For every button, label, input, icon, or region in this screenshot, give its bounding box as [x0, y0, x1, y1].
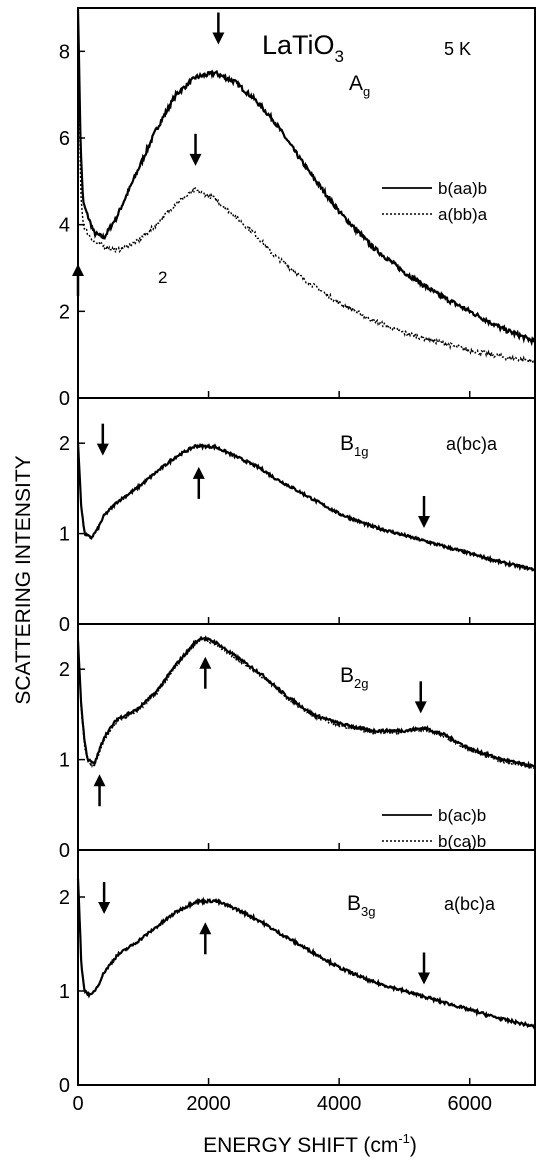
- panel-symbol-B1g: B1g: [340, 432, 368, 459]
- panel-annotation-Ag: 2: [158, 268, 167, 287]
- panel-symbol-Ag: Ag: [349, 72, 370, 99]
- panel-symbol-main: A: [349, 72, 363, 95]
- arrow-down-Ag: [189, 133, 202, 166]
- series-line-Ag-1: [77, 7, 535, 365]
- arrow-up-Ag: [72, 264, 84, 296]
- panel-B1g: 0 1 2 B1g a(bc)a: [59, 397, 536, 636]
- series-line-B2g-0: [76, 635, 536, 770]
- panel-symbol-sub: 1g: [354, 444, 368, 459]
- legend-label-Ag: a(bb)a: [438, 205, 488, 224]
- y-tick-label-B3g: 0: [59, 1075, 70, 1097]
- panel-symbol-B3g: B3g: [347, 892, 375, 919]
- panel-symbol-main: B: [340, 432, 354, 455]
- x-tick-label: 6000: [447, 1093, 492, 1115]
- panel-symbol-sub: 2g: [354, 676, 368, 691]
- panel-geometry-B1g: a(bc)a: [446, 434, 498, 454]
- arrow-down-B2g: [414, 681, 427, 714]
- y-tick-label-Ag: 6: [59, 128, 70, 150]
- arrow-head: [98, 902, 111, 914]
- panel-symbol-sub: g: [363, 84, 370, 99]
- arrow-head: [199, 922, 212, 935]
- arrow-head: [199, 656, 212, 669]
- panel-Ag: 0 2 4 6 8 Ag 2 b(aa)b a(bb)a: [59, 7, 536, 410]
- series-line-B2g-1: [77, 637, 536, 771]
- panel-frame-B3g: [77, 849, 536, 1086]
- arrow-up-B3g: [199, 922, 212, 955]
- series-line-B3g-0: [76, 878, 536, 1030]
- y-tick-label-B1g: 2: [59, 433, 70, 455]
- y-tick-label-B2g: 0: [59, 840, 70, 862]
- arrow-down-B1g: [418, 496, 431, 528]
- legend-label-Ag: b(aa)b: [438, 179, 487, 198]
- arrow-up-B2g: [199, 656, 212, 689]
- y-tick-label-Ag: 4: [59, 215, 70, 237]
- arrow-down-B1g: [96, 423, 109, 456]
- x-axis-title-main: ENERGY SHIFT (cm: [203, 1134, 398, 1157]
- arrow-head: [96, 443, 109, 456]
- legend-label-B2g: b(ca)b: [438, 832, 486, 851]
- y-tick-label-B3g: 1: [59, 981, 70, 1003]
- panel-frame-Ag: [77, 7, 536, 399]
- y-tick-label-B3g: 2: [59, 887, 70, 909]
- x-tick-label: 2000: [186, 1093, 231, 1115]
- y-tick-label-Ag: 2: [59, 301, 70, 323]
- arrow-down-B3g: [418, 952, 431, 985]
- arrow-head: [72, 264, 84, 276]
- panel-symbol-B2g: B2g: [340, 664, 368, 691]
- x-axis-title: ENERGY SHIFT (cm-1): [203, 1131, 417, 1157]
- arrow-head: [414, 701, 427, 714]
- y-tick-label-Ag: 0: [59, 388, 70, 410]
- temperature-label: 5 K: [444, 39, 471, 59]
- arrow-head: [189, 153, 202, 166]
- panel-B3g: 0 1 2 B3g a(bc)a: [59, 849, 536, 1097]
- chart-title-main: LaTiO: [262, 30, 335, 60]
- panel-B2g: 0 1 2 B2g b(ac)b b(ca)b: [59, 623, 536, 862]
- y-tick-label-B2g: 1: [59, 750, 70, 772]
- legend-label-B2g: b(ac)b: [438, 806, 486, 825]
- y-axis-title: SCATTERING INTENSITY: [12, 455, 35, 704]
- y-tick-label-Ag: 8: [59, 41, 70, 63]
- x-axis-title-sup: -1: [398, 1131, 410, 1146]
- panel-frame-B1g: [77, 397, 536, 625]
- chart-title: LaTiO3: [262, 30, 344, 66]
- panel-geometry-B3g: a(bc)a: [444, 894, 496, 914]
- x-axis: 0 2000 4000 6000: [72, 1093, 492, 1115]
- arrow-head: [212, 32, 225, 45]
- x-axis-title-end: ): [410, 1134, 417, 1157]
- panel-symbol-main: B: [347, 892, 361, 915]
- series-line-Ag-0: [76, 10, 536, 347]
- series-line-B1g-0: [76, 441, 536, 572]
- arrow-head: [192, 466, 205, 479]
- panel-symbol-main: B: [340, 664, 354, 687]
- arrow-up-B1g: [192, 466, 205, 499]
- y-tick-label-B1g: 0: [59, 614, 70, 636]
- chart-title-sub: 3: [335, 47, 344, 66]
- arrow-up-B2g: [93, 774, 106, 807]
- y-tick-label-B2g: 2: [59, 659, 70, 681]
- panel-symbol-sub: 3g: [361, 904, 375, 919]
- arrow-head: [418, 972, 431, 985]
- x-tick-label: 0: [72, 1093, 83, 1115]
- arrow-head: [93, 774, 106, 787]
- arrow-down-Ag: [212, 12, 225, 45]
- arrow-head: [418, 516, 431, 528]
- x-tick-label: 4000: [317, 1093, 362, 1115]
- arrow-down-B3g: [98, 882, 111, 914]
- y-tick-label-B1g: 1: [59, 524, 70, 546]
